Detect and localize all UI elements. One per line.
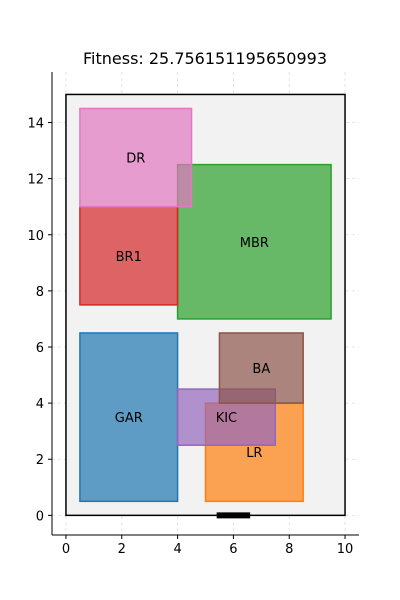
room-label-lr: LR [246,446,262,461]
x-tick-label: 6 [229,542,237,557]
room-label-kic: KIC [216,411,237,426]
y-tick-label: 8 [36,285,44,300]
rooms [80,108,331,501]
x-tick-label: 8 [285,542,293,557]
y-tick-label: 10 [27,229,44,244]
chart-title: Fitness: 25.756151195650993 [83,49,327,68]
y-tick-label: 2 [36,453,44,468]
room-label-gar: GAR [115,411,143,426]
room-label-ba: BA [252,362,270,377]
x-tick-label: 0 [62,542,70,557]
x-tick-label: 10 [337,542,354,557]
y-tick-label: 6 [36,341,44,356]
room-label-dr: DR [126,152,145,167]
y-tick-label: 4 [36,397,44,412]
x-tick-label: 4 [173,542,181,557]
y-tick-label: 0 [36,509,44,524]
y-tick-label: 12 [27,173,44,188]
y-tick-label: 14 [27,117,44,132]
room-label-br1: BR1 [116,250,142,265]
room-label-mbr: MBR [240,236,269,251]
x-tick-label: 2 [118,542,126,557]
